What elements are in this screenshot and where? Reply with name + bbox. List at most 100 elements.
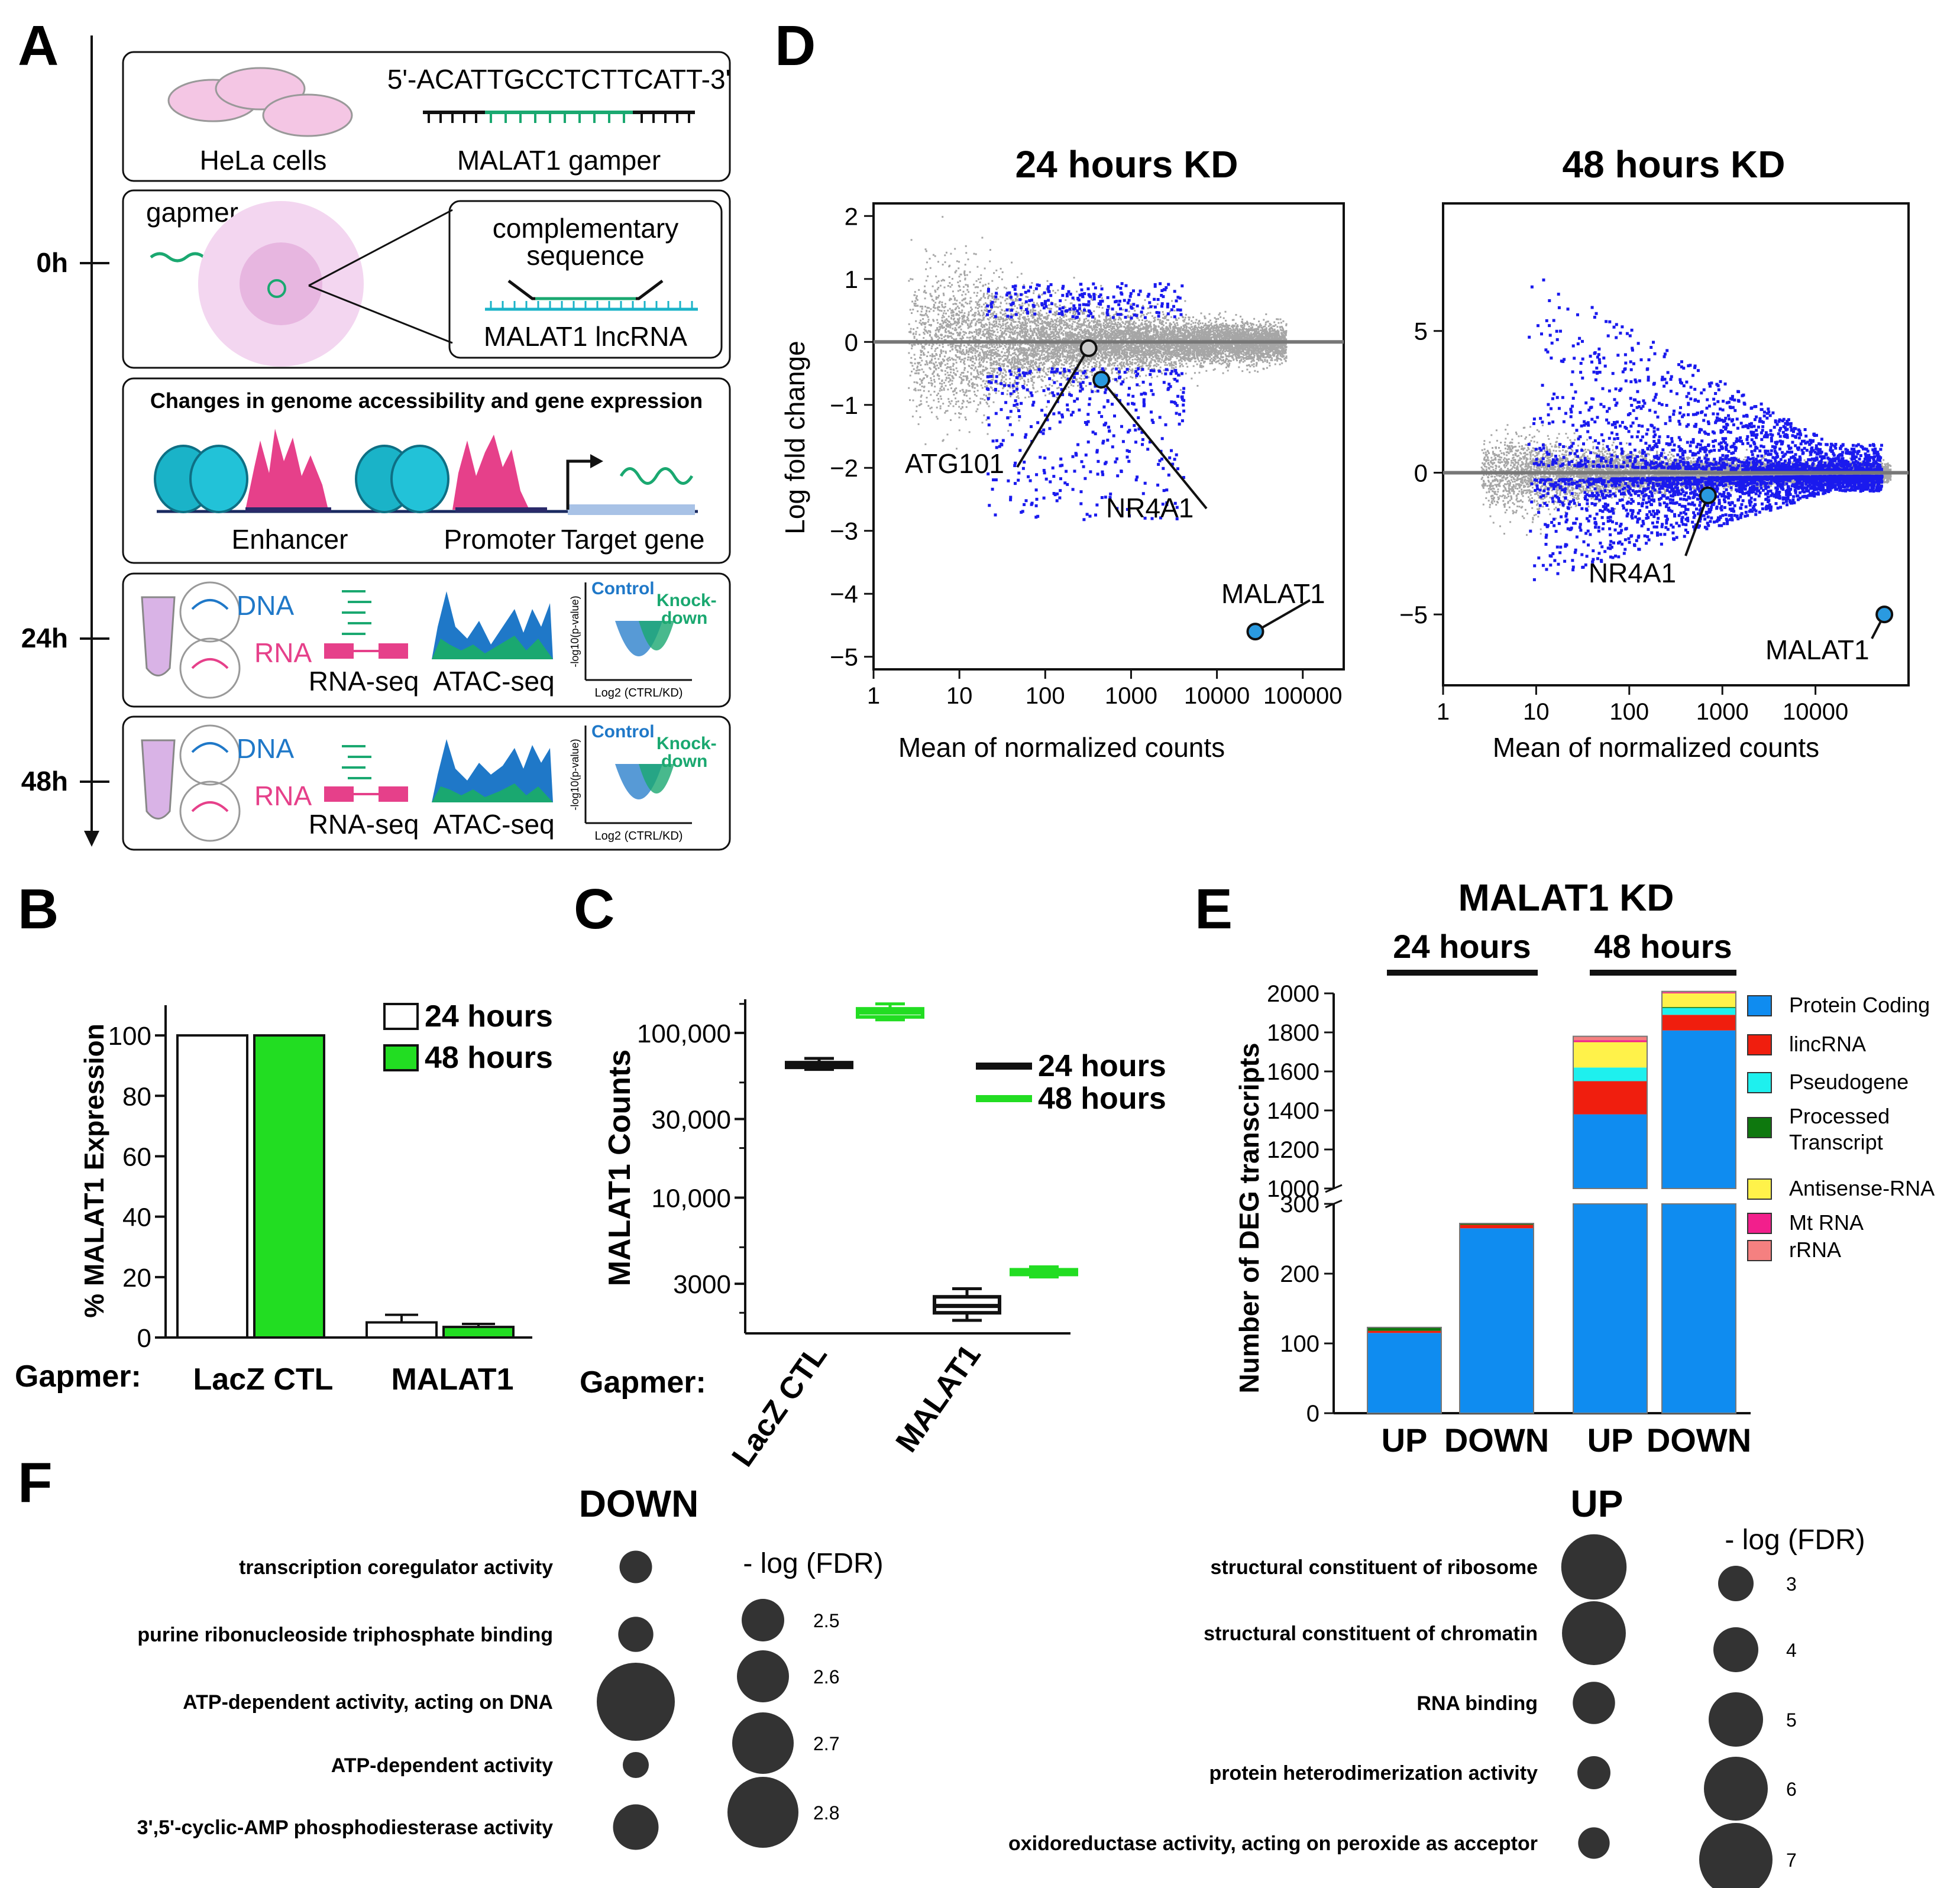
b-y-tick-label: 60 (122, 1142, 151, 1171)
control-label: Control (591, 579, 655, 598)
panel-a: 0h 24h 48h HeLa cells 5'-ACATTGCCTCTTCAT… (21, 35, 731, 851)
d2-x-label: Mean of normalized counts (1493, 732, 1819, 763)
rnaseq-label: RNA-seq (309, 666, 419, 697)
rnaseq-label: RNA-seq (309, 809, 419, 840)
atac-peaks-blue (432, 591, 553, 659)
e-bar-segment (1573, 1114, 1647, 1188)
f-up-term: RNA binding (1416, 1692, 1538, 1715)
c-y-tick-label: 3000 (673, 1270, 731, 1299)
d1-highlight-label: MALAT1 (1221, 578, 1325, 609)
rna-label: RNA (254, 637, 312, 668)
volcano-ylabel: -log10(p-value) (569, 595, 581, 667)
e-y-tick-label: 1000 (1267, 1176, 1319, 1202)
c-legend-48h: 48 hours (1038, 1081, 1166, 1116)
d1-title: 24 hours KD (1015, 143, 1238, 186)
f-up-bubble (1578, 1827, 1610, 1859)
f-up-legend-bubble (1713, 1627, 1758, 1672)
e-y-tick-label: 0 (1306, 1401, 1319, 1427)
d1-highlight-point (1079, 339, 1098, 357)
b-y-tick-label: 20 (122, 1264, 151, 1293)
rnaseq-reads-icon (324, 590, 408, 659)
c-y-tick-label: 100,000 (637, 1019, 731, 1048)
d1-y-label: Log fold change (780, 341, 810, 534)
e-category-label: UP (1382, 1421, 1428, 1459)
b-legend-48h: 48 hours (425, 1041, 553, 1075)
tss-arrow-icon (566, 459, 591, 510)
f-down-title: DOWN (579, 1482, 699, 1525)
e-y-tick-label: 1200 (1267, 1137, 1319, 1163)
e-bar-segment (1662, 1015, 1736, 1031)
sequence-label: sequence (526, 240, 645, 271)
b-y-label: % MALAT1 Expression (79, 1024, 109, 1318)
c-gapmer-prefix: Gapmer: (580, 1365, 706, 1400)
e-legend-label: Transcript (1789, 1130, 1883, 1154)
gapmer-sequence: 5'-ACATTGCCTCTTCATT-3' (387, 64, 731, 95)
b-y-tick-label: 40 (122, 1203, 151, 1232)
f-down-legend-value: 2.7 (813, 1733, 839, 1754)
e-y-tick-label: 300 (1280, 1191, 1319, 1217)
e-bar-segment (1573, 1081, 1647, 1115)
f-up-bubble (1577, 1756, 1610, 1789)
c-legend-24h: 24 hours (1038, 1049, 1166, 1083)
e-bar-segment (1460, 1228, 1534, 1413)
zoom-box (448, 200, 723, 359)
e-category-label: DOWN (1444, 1421, 1549, 1459)
e-y-tick-label: 2000 (1267, 981, 1319, 1007)
e-bar-segment (1662, 1008, 1736, 1015)
box-48h: DNA RNA RNA-seq ATAC-seq Control Knock- … (122, 715, 731, 851)
f-up-legend-bubble (1709, 1692, 1763, 1747)
f-down-legend-value: 2.5 (813, 1610, 839, 1631)
d-y-tick-label: −5 (1399, 601, 1428, 629)
e-bar-segment (1662, 1007, 1736, 1008)
d2-highlight-point (1699, 486, 1717, 504)
e-legend-label: Protein Coding (1789, 993, 1930, 1017)
d1-highlight-point (1092, 371, 1111, 389)
d-x-tick-label: 1 (1437, 699, 1450, 725)
petri-dish-icon (167, 67, 353, 137)
e-legend-label: Processed (1789, 1104, 1890, 1128)
nucleosome-icon (154, 445, 449, 513)
enhancer-peak (245, 429, 328, 510)
transcript-squiggle-icon (619, 467, 694, 485)
gapmer-label: gapmer (146, 197, 238, 228)
f-up-legend-bubble (1718, 1566, 1754, 1601)
panel-label-c: C (574, 877, 614, 941)
d2-title: 48 hours KD (1563, 143, 1786, 186)
d2-plot: 1 10 100 1000 10000 5 0 −5 NR4A1 MALAT1 (1399, 202, 1910, 725)
e-bar-segment (1460, 1225, 1534, 1229)
e-legend-swatch (1747, 1240, 1772, 1261)
b-category-malat1: MALAT1 (391, 1362, 513, 1397)
d1-highlight-point (1246, 623, 1264, 641)
f-up-legend-value: 3 (1786, 1573, 1797, 1595)
f-down-bubble (613, 1804, 659, 1850)
d-y-tick-label: −1 (830, 391, 858, 419)
malat1-gapmer-label: MALAT1 gamper (457, 145, 661, 176)
e-group-24h: 24 hours (1393, 928, 1531, 965)
box-cells-gapmer (122, 51, 731, 182)
e-bar-segment (1573, 1204, 1647, 1413)
e-bar-segment (1662, 992, 1736, 993)
f-up-term: structural constituent of ribosome (1211, 1556, 1538, 1579)
malat1-lncrna-label: MALAT1 lncRNA (484, 321, 688, 352)
box-gapmer-entry (122, 189, 731, 369)
e-legend-label: Antisense-RNA (1789, 1176, 1935, 1200)
d-x-tick-label: 1 (867, 683, 880, 709)
f-up-legend-value: 7 (1786, 1850, 1797, 1871)
atac-peaks-blue (432, 739, 553, 802)
f-up-legend-bubble (1704, 1757, 1768, 1821)
d-points-ns (908, 216, 1288, 459)
panel-d: 24 hours KD 48 hours KD 1 10 100 1000 10000 1… (780, 143, 1910, 763)
e-y-tick-label: 1600 (1267, 1059, 1319, 1085)
e-legend-label: Mt RNA (1789, 1210, 1864, 1235)
d1-frame (872, 202, 1345, 671)
e-legend-swatch (1747, 1117, 1772, 1138)
c-category-malat1: MALAT1 (890, 1339, 988, 1459)
e-y-tick-label: 1800 (1267, 1020, 1319, 1046)
d-x-tick-label: 100 (1609, 699, 1649, 725)
atacseq-label: ATAC-seq (433, 809, 554, 840)
c-y-tick-label: 30,000 (651, 1106, 731, 1135)
b-y-tick-label: 100 (108, 1022, 151, 1051)
d2-highlight-label: NR4A1 (1589, 558, 1676, 588)
